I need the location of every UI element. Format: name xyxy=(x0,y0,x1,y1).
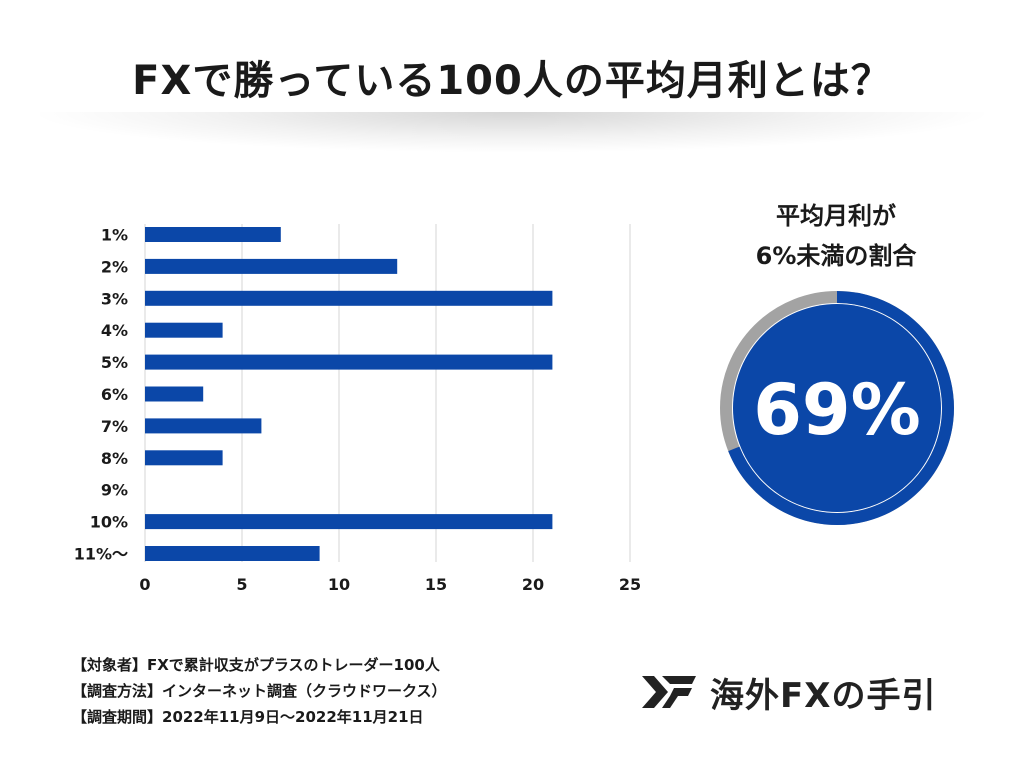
fx-logo-icon xyxy=(642,676,696,708)
x-tick-label: 0 xyxy=(139,575,150,594)
bar-chart-category-labels: 1% 2% 3% 4% 5% 6% 7% 8% 9% 10% 11%〜 xyxy=(74,226,128,564)
category-label: 7% xyxy=(101,417,128,436)
bar-5% xyxy=(145,354,553,370)
page-title: FXで勝っている100人の平均月利とは？ xyxy=(132,58,892,104)
category-label: 4% xyxy=(101,321,128,340)
logo-text: 海外FXの手引 xyxy=(710,675,937,716)
x-tick-label: 20 xyxy=(522,575,544,594)
bar-6% xyxy=(145,386,204,402)
donut-chart: 69% xyxy=(720,291,954,525)
donut-value-label: 69% xyxy=(753,369,921,451)
bar-8% xyxy=(145,450,223,466)
bar-chart-grid xyxy=(144,224,631,562)
bar-chart: 1% 2% 3% 4% 5% 6% 7% 8% 9% 10% 11%〜 0 5 10 15 20 25 xyxy=(74,224,641,594)
bar-11%〜 xyxy=(145,546,320,561)
note-period: 【調査期間】2022年11月9日〜2022年11月21日 xyxy=(72,708,424,726)
category-label: 11%〜 xyxy=(74,545,128,564)
bar-3% xyxy=(145,290,553,306)
category-label: 8% xyxy=(101,449,128,468)
bar-10% xyxy=(145,514,553,530)
x-tick-label: 10 xyxy=(328,575,350,594)
x-tick-label: 5 xyxy=(236,575,247,594)
note-method: 【調査方法】インターネット調査（クラウドワークス） xyxy=(72,682,447,700)
donut-title-line-2: 6%未満の割合 xyxy=(755,242,917,270)
donut-center xyxy=(733,304,941,512)
category-label: 9% xyxy=(101,481,128,500)
title-shadow xyxy=(40,112,984,152)
bar-chart-bars xyxy=(145,227,553,561)
bar-4% xyxy=(145,322,223,338)
x-tick-label: 25 xyxy=(619,575,641,594)
note-target: 【対象者】FXで累計収支がプラスのトレーダー100人 xyxy=(72,656,440,674)
brand-logo: 海外FXの手引 xyxy=(640,664,936,720)
category-label: 6% xyxy=(101,385,128,404)
x-tick-label: 15 xyxy=(425,575,447,594)
bar-1% xyxy=(145,227,281,242)
bar-chart-tick-labels: 0 5 10 15 20 25 xyxy=(139,575,641,594)
category-label: 1% xyxy=(101,226,128,245)
category-label: 2% xyxy=(101,257,128,276)
bar-2% xyxy=(145,258,398,274)
donut-title-line-1: 平均月利が xyxy=(776,202,896,230)
bar-7% xyxy=(145,418,262,434)
category-label: 10% xyxy=(90,513,128,532)
donut-value-arc xyxy=(728,291,954,525)
survey-notes: 【対象者】FXで累計収支がプラスのトレーダー100人 【調査方法】インターネット… xyxy=(72,652,447,730)
donut-title: 平均月利が 6%未満の割合 xyxy=(700,196,972,276)
category-label: 3% xyxy=(101,289,128,308)
category-label: 5% xyxy=(101,353,128,372)
